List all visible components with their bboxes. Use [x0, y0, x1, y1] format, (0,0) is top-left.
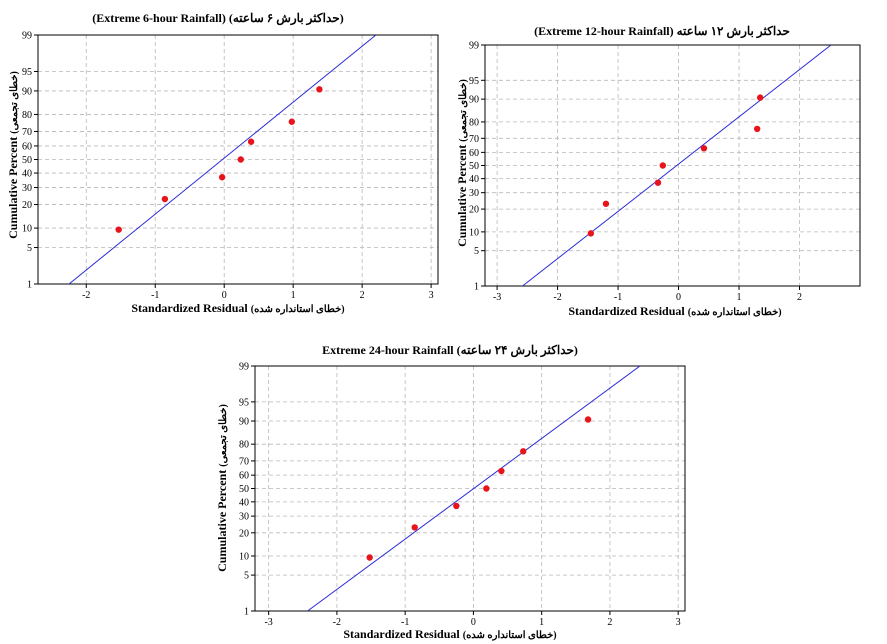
y-tick-label: 20	[22, 200, 32, 211]
data-point	[218, 174, 226, 181]
x-tick-label: -1	[401, 617, 409, 628]
data-point	[757, 94, 764, 101]
fit-line	[522, 45, 832, 286]
y-tick-label: 80	[239, 440, 249, 451]
y-tick-label: 10	[469, 227, 479, 238]
data-point	[584, 416, 592, 423]
data-point	[288, 118, 295, 125]
x-tick-label: -2	[82, 290, 90, 301]
y-tick-label: 90	[239, 417, 249, 428]
data-point	[115, 226, 122, 233]
x-tick-label: 3	[676, 617, 681, 628]
y-tick-label: 50	[22, 155, 32, 166]
ylabel-12-hour: Cumulative Percent (خطای تجمعی)	[455, 79, 469, 247]
data-point	[366, 554, 373, 561]
data-point	[587, 230, 595, 237]
y-tick-label: 1	[244, 607, 249, 618]
fit-line	[307, 366, 641, 611]
data-point	[411, 524, 418, 531]
panel-24-hour: Extreme 24-hour Rainfall (حداکثر بارش ۲۴…	[215, 343, 686, 641]
data-point	[498, 467, 505, 475]
plot-area-24-hour: -3 -2 -1 0 1 2 3 1 5 10 20 30 40 50 60 70 80 90 95 99	[239, 362, 686, 628]
x-tick-label: -1	[151, 290, 159, 301]
data-point	[483, 485, 490, 492]
x-tick-label: 1	[291, 290, 296, 301]
y-tick-label: 10	[239, 551, 249, 562]
y-tick-label: 99	[239, 362, 249, 373]
y-tick-label: 30	[239, 512, 249, 523]
x-tick-label: 1	[737, 292, 742, 303]
data-point	[316, 86, 323, 93]
data-point	[753, 125, 761, 133]
data-point	[453, 502, 460, 510]
y-tick-label: 70	[239, 456, 249, 467]
title-6-hour: (Extreme 6-hour Rainfall) (حداکثر بارش ۶…	[92, 11, 343, 26]
data-point	[659, 162, 667, 169]
x-tick-label: 0	[471, 617, 476, 628]
x-tick-label: 0	[222, 290, 227, 301]
x-tick-label: -3	[264, 617, 272, 628]
xlabel-24-hour: Standardized Residual (خطای استانداره شد…	[343, 627, 556, 641]
y-tick-label: 20	[239, 528, 249, 539]
panel-6-hour: (Extreme 6-hour Rainfall) (حداکثر بارش ۶…	[6, 11, 439, 315]
y-tick-label: 40	[239, 497, 249, 508]
y-tick-label: 50	[469, 161, 479, 172]
y-tick-label: 30	[22, 183, 32, 194]
y-tick-label: 1	[474, 282, 479, 293]
ylabel-6-hour: Cumulative Percent (خطای تجمعی)	[6, 71, 20, 239]
y-tick-label: 60	[22, 141, 32, 152]
data-point	[161, 195, 169, 203]
x-tick-label: -1	[614, 292, 622, 303]
data-point	[602, 200, 610, 207]
y-tick-label: 99	[469, 41, 479, 52]
y-tick-label: 20	[469, 205, 479, 216]
y-tick-label: 70	[22, 127, 32, 138]
fit-line	[68, 35, 377, 284]
y-tick-label: 5	[474, 246, 479, 257]
data-point	[247, 138, 255, 145]
plot-area-6-hour: -2 -1 0 1 2 3 1 5 10 20 30 40 50 60 70 80 90 95 99	[22, 31, 439, 301]
y-tick-label: 80	[469, 117, 479, 128]
y-tick-label: 5	[27, 243, 32, 254]
ylabel-24-hour: Cumulative Percent (خطای تجمعی)	[215, 404, 229, 572]
panel-12-hour: (Extreme 12-hour Rainfall) حداکثر بارش ۱…	[455, 24, 861, 318]
y-tick-label: 90	[22, 86, 32, 97]
title-12-hour: (Extreme 12-hour Rainfall) حداکثر بارش ۱…	[534, 24, 790, 39]
y-tick-label: 30	[469, 188, 479, 199]
y-tick-label: 5	[244, 571, 249, 582]
x-tick-label: 0	[676, 292, 681, 303]
y-tick-label: 60	[239, 471, 249, 482]
y-tick-label: 60	[469, 148, 479, 159]
y-tick-label: 70	[469, 134, 479, 145]
x-tick-label: -2	[333, 617, 341, 628]
y-tick-label: 80	[22, 110, 32, 121]
x-tick-label: -2	[553, 292, 561, 303]
plot-area-12-hour: -3 -2 -1 0 1 2 1 5 10 20 30 40 50 60 70 80 90 95 99	[469, 41, 861, 303]
data-point	[700, 145, 708, 152]
y-tick-label: 90	[469, 95, 479, 106]
y-tick-label: 95	[22, 67, 32, 78]
y-tick-label: 40	[469, 174, 479, 185]
y-tick-label: 95	[239, 397, 249, 408]
title-24-hour: Extreme 24-hour Rainfall (حداکثر بارش ۲۴…	[322, 343, 578, 358]
y-tick-label: 40	[22, 169, 32, 180]
data-point	[237, 156, 244, 163]
y-tick-label: 50	[239, 484, 249, 495]
x-tick-label: 3	[429, 290, 434, 301]
data-point	[654, 179, 662, 186]
y-tick-label: 99	[22, 31, 32, 42]
x-tick-label: 1	[539, 617, 544, 628]
x-tick-label: -3	[493, 292, 501, 303]
y-tick-label: 10	[22, 224, 32, 235]
xlabel-6-hour: Standardized Residual (خطای استانداره شد…	[131, 301, 344, 315]
y-tick-label: 95	[469, 76, 479, 87]
y-tick-label: 1	[27, 280, 32, 291]
x-tick-label: 2	[360, 290, 365, 301]
data-point	[520, 448, 527, 455]
x-tick-label: 2	[607, 617, 612, 628]
x-tick-label: 2	[797, 292, 802, 303]
xlabel-12-hour: Standardized Residual (خطای استانداره شد…	[568, 304, 781, 318]
